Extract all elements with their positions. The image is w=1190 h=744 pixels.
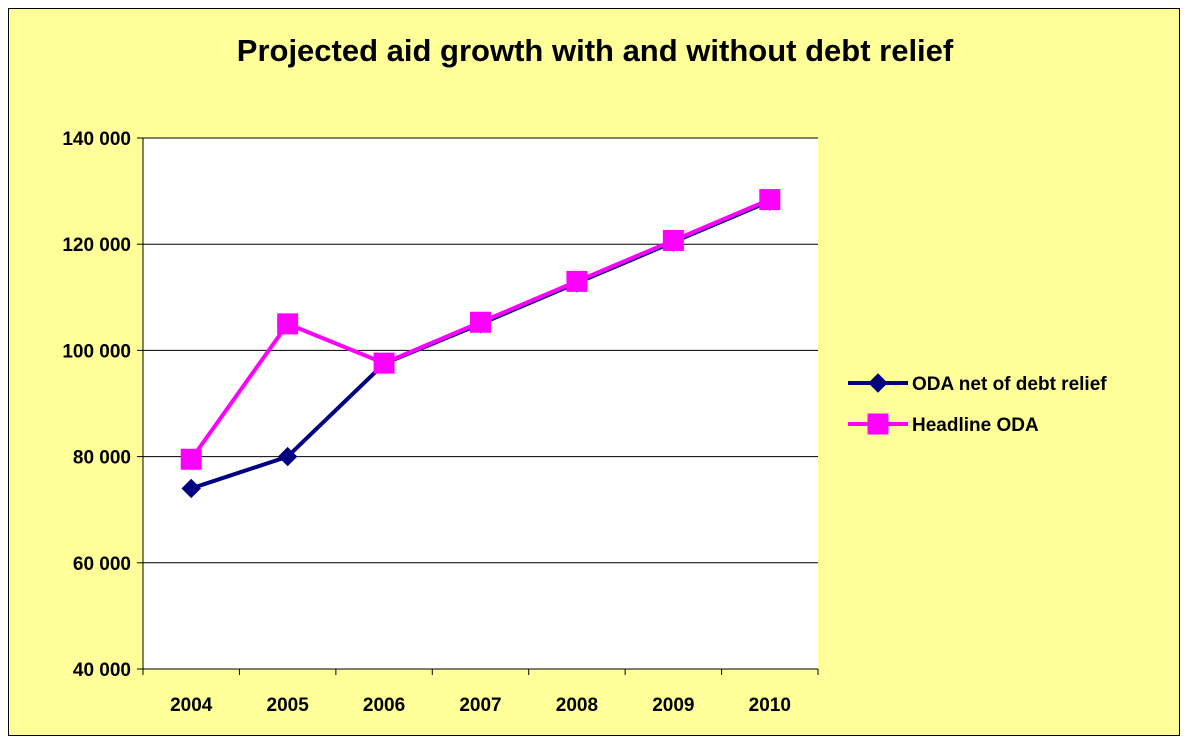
data-point-oda-net [277,446,298,467]
x-tick-label: 2008 [556,695,598,716]
y-tick-label: 40 000 [73,660,131,681]
plot-area [143,138,818,669]
data-point-headline-oda [470,311,491,333]
legend-marker-oda-net [868,373,888,393]
chart-title: Projected aid growth with and without de… [236,33,954,68]
data-point-headline-oda [566,270,588,292]
x-tick-label: 2010 [749,695,791,716]
legend-marker-headline-oda [867,413,889,435]
legend-label-headline-oda: Headline ODA [912,415,1039,436]
data-point-headline-oda [277,313,299,335]
y-tick-label: 80 000 [73,448,131,469]
x-tick-label: 2009 [652,695,694,716]
y-tick-label: 100 000 [62,341,131,362]
y-tick-label: 140 000 [62,129,131,150]
x-tick-label: 2004 [170,695,213,716]
legend-label-oda-net: ODA net of debt relief [912,374,1107,395]
data-point-headline-oda [759,189,781,211]
data-point-headline-oda [373,352,395,374]
y-tick-label: 120 000 [62,235,131,256]
y-tick-label: 60 000 [73,554,131,575]
data-point-headline-oda [662,229,684,251]
x-tick-label: 2006 [363,695,405,716]
data-point-headline-oda [180,448,202,470]
x-tick-label: 2005 [267,695,310,716]
x-tick-label: 2007 [459,695,501,716]
data-point-oda-net [181,478,201,499]
